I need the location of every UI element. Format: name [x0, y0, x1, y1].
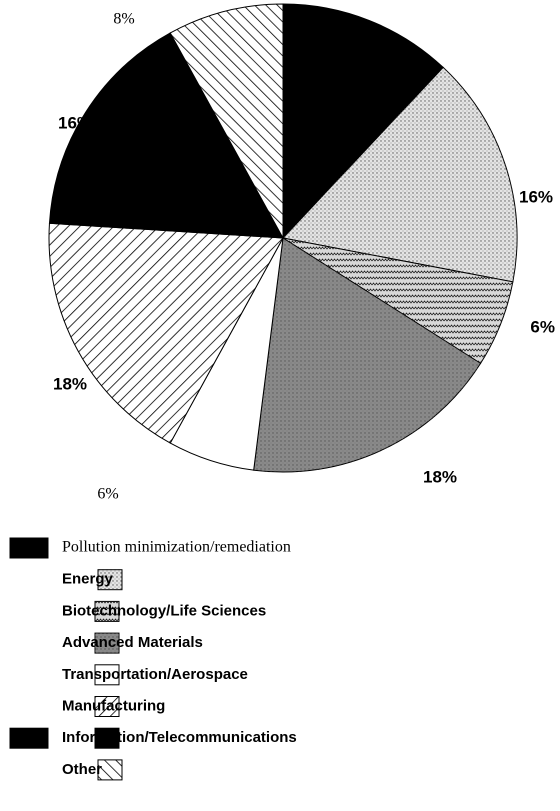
slice-label: 18% [423, 467, 457, 486]
legend-label: Advanced Materials [62, 634, 203, 651]
legend-swatch [9, 727, 49, 749]
slice-label: 16% [519, 187, 553, 206]
slice-label: 16% [58, 113, 92, 132]
pie-slice [282, 3, 444, 240]
legend-label: Energy [62, 571, 114, 588]
legend-label: Pollution minimization/remediation [62, 539, 291, 556]
legend-swatch-pattern [98, 759, 122, 780]
slice-label: 12% [289, 17, 323, 36]
legend-label: Manufacturing [62, 697, 165, 714]
slice-pattern [253, 238, 481, 472]
slice-label: 8% [113, 11, 134, 28]
legend-swatch [9, 537, 49, 559]
legend-label: Transportation/Aerospace [62, 666, 248, 683]
slice-pattern [283, 67, 517, 282]
slice-pattern [48, 223, 283, 444]
pie [48, 3, 518, 473]
legend-swatch [94, 664, 120, 686]
slice-label: 6% [97, 486, 118, 503]
legend-label: Biotechnology/Life Sciences [62, 602, 266, 619]
pie-slice [48, 32, 284, 239]
legend-label: Information/Telecommunications [62, 729, 297, 746]
legend: Pollution minimization/remediation Energy… [9, 537, 297, 781]
slice-pattern [170, 4, 283, 238]
slice-pattern [283, 238, 513, 364]
legend-label: Other [62, 761, 102, 778]
slice-label: 6% [530, 317, 555, 336]
legend-swatch-pattern [95, 696, 119, 717]
legend-swatch-pattern [95, 633, 119, 654]
legend-swatch [94, 727, 120, 749]
legend-swatch-pattern [95, 601, 119, 622]
slice-label: 18% [53, 374, 87, 393]
legend-swatch-pattern [98, 569, 122, 590]
